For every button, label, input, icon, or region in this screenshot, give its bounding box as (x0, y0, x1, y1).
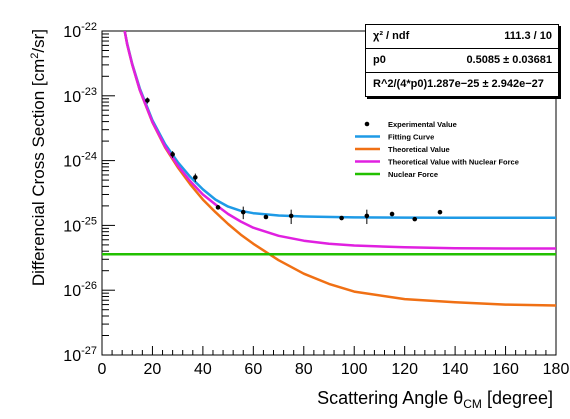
y-tick-label: 10-23 (63, 86, 97, 106)
legend-label: Theoretical Value with Nuclear Force (388, 158, 519, 167)
y-tick-label: 10-27 (63, 345, 97, 365)
legend-label: Theoretical Value (388, 145, 450, 154)
stats-value: 0.5085 ± 0.03681 (466, 54, 552, 66)
stats-row-chi2: χ² / ndf 111.3 / 10 (366, 25, 558, 49)
stats-value: 111.3 / 10 (504, 30, 552, 42)
data-point (339, 215, 344, 221)
plot-axes (101, 30, 557, 356)
data-point (389, 211, 395, 217)
x-tick-label: 120 (391, 361, 418, 378)
data-point (170, 152, 175, 157)
y-tick-label: 10-25 (63, 215, 97, 235)
x-tick-label: 160 (492, 361, 519, 378)
data-point (364, 213, 370, 219)
y-axis-label: Differencial Cross Section [cm2/sr] (29, 29, 48, 286)
axis-ticks: 0 20 40 60 80 100 120 140 160 180 10-22 10-23 10-24 1… (63, 21, 569, 378)
y-tick-label: 10-26 (63, 280, 97, 300)
y-tick-label: 10-22 (63, 21, 97, 41)
data-point (263, 214, 269, 220)
legend-label: Fitting Curve (388, 133, 434, 142)
data-point (193, 175, 198, 180)
x-tick-label: 20 (144, 361, 162, 378)
legend-label: Experimental Value (388, 120, 457, 129)
stats-row-r2: R^2/(4*p0)1.287e−25 ± 2.942e−27 (366, 73, 558, 96)
legend-marker (364, 121, 370, 127)
curve-theoretical-value-with-nuclear-force (123, 31, 556, 250)
x-tick-label: 180 (543, 361, 570, 378)
stats-key: χ² / ndf (373, 30, 410, 42)
x-tick-label: 40 (194, 361, 212, 378)
fit-statistics-box: χ² / ndf 111.3 / 10 p0 0.5085 ± 0.03681 … (365, 24, 559, 97)
data-point (412, 216, 418, 222)
curves (102, 31, 556, 307)
data-point (215, 205, 221, 210)
data-point (437, 209, 443, 215)
legend: Experimental Value Fitting Curve Theoretic… (355, 120, 519, 179)
x-tick-label: 140 (442, 361, 469, 378)
x-tick-label: 80 (295, 361, 313, 378)
x-tick-label: 60 (244, 361, 262, 378)
experimental-points (145, 97, 443, 225)
y-tick-label: 10-24 (63, 151, 97, 171)
data-point (145, 98, 150, 103)
axis-labels: Scattering Angle θCM [degree] Differenci… (29, 29, 553, 411)
x-tick-label: 100 (341, 361, 368, 378)
stats-value: R^2/(4*p0)1.287e−25 ± 2.942e−27 (373, 78, 544, 90)
x-tick-label: 0 (98, 361, 107, 378)
stats-row-p0: p0 0.5085 ± 0.03681 (366, 49, 558, 73)
data-point (240, 209, 246, 215)
stats-key: p0 (373, 54, 386, 66)
x-axis-label: Scattering Angle θCM [degree] (317, 388, 553, 411)
legend-label: Nuclear Force (388, 170, 438, 179)
plot-frame (101, 30, 557, 356)
data-point (288, 213, 294, 219)
